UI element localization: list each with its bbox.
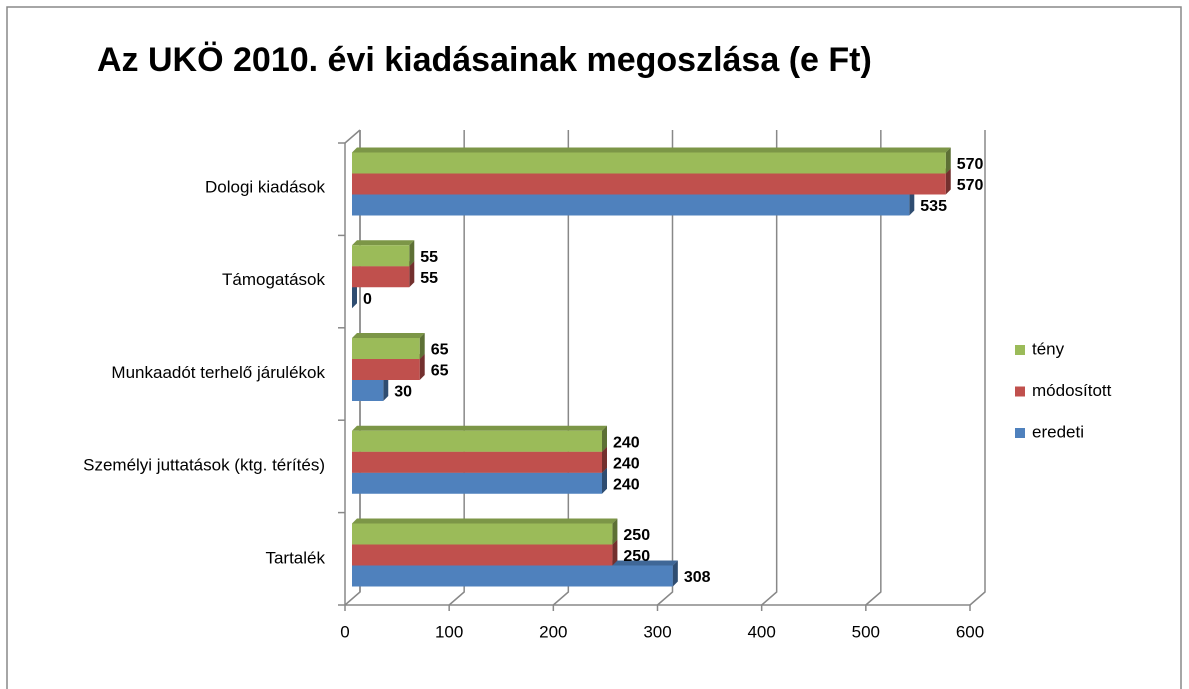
bar-side (672, 560, 678, 587)
y-tick-label: Dologi kiadások (205, 177, 326, 196)
bar (352, 359, 420, 380)
legend-label: módosított (1032, 381, 1112, 400)
x-tick-label: 100 (435, 622, 463, 641)
bar-side (945, 147, 951, 174)
bar-top (352, 425, 607, 431)
y-tick-label: Tartalék (265, 548, 325, 567)
bar (352, 544, 613, 566)
y-tick-label: Személyi juttatások (ktg. térítés) (83, 456, 325, 475)
legend-swatch (1015, 386, 1025, 397)
bar-side (383, 375, 389, 401)
bar-top (352, 518, 618, 524)
bar (352, 173, 946, 195)
data-label: 0 (363, 291, 372, 308)
data-label: 535 (920, 198, 947, 215)
axis-line (344, 129, 361, 144)
data-label: 55 (420, 270, 438, 287)
bar-side (602, 425, 607, 452)
grid-line (969, 130, 986, 606)
legend-label: eredeti (1032, 422, 1084, 441)
bar-side (602, 446, 607, 473)
data-label: 55 (420, 249, 438, 266)
bar (352, 430, 602, 452)
x-tick-label: 0 (340, 622, 349, 641)
bar (352, 472, 602, 494)
bar-side (909, 189, 915, 216)
x-tick-label: 200 (539, 622, 567, 641)
data-label: 250 (623, 527, 650, 544)
data-label: 30 (394, 384, 412, 401)
grid-line (657, 130, 674, 606)
bar-top (352, 240, 415, 246)
y-tick-label: Munkaadót terhelő járulékok (111, 363, 325, 382)
bar-side (352, 282, 357, 309)
data-label: 240 (613, 455, 640, 472)
bar (352, 152, 946, 174)
bar (352, 523, 613, 545)
y-tick-label: Támogatások (222, 270, 325, 289)
chart-title: Az UKÖ 2010. évi kiadásainak megoszlása … (97, 41, 872, 79)
chart-frame (6, 6, 1182, 689)
bar-side (612, 539, 618, 566)
bar (352, 380, 384, 401)
bar (352, 451, 602, 473)
data-label: 65 (431, 363, 449, 380)
grid-line (865, 130, 882, 606)
x-tick-label: 300 (643, 622, 671, 641)
data-label: 308 (684, 569, 711, 586)
bar-side (612, 518, 618, 545)
bar-side (409, 240, 415, 267)
data-label: 570 (957, 156, 984, 173)
grid-line (761, 130, 778, 606)
bar (352, 194, 910, 216)
legend-swatch (1015, 345, 1025, 355)
x-tick-label: 600 (956, 622, 984, 641)
legend-label: tény (1032, 339, 1065, 358)
bar-side (945, 168, 951, 195)
bar-side (419, 354, 425, 380)
bar (352, 266, 410, 288)
bar (352, 338, 420, 359)
data-label: 65 (431, 342, 449, 359)
grid-line (552, 130, 570, 606)
data-label: 240 (613, 476, 640, 493)
bar-top (352, 333, 425, 338)
data-label: 240 (613, 434, 640, 451)
bar-side (602, 467, 607, 494)
bar-side (409, 261, 415, 288)
x-tick-label: 500 (852, 622, 880, 641)
bar-top (352, 147, 951, 153)
data-label: 570 (957, 177, 984, 194)
legend-swatch (1015, 428, 1025, 438)
grid-line (448, 130, 465, 606)
x-tick-label: 400 (747, 622, 775, 641)
bar (352, 245, 410, 267)
bar (352, 565, 673, 587)
bar-side (419, 333, 425, 359)
data-label: 250 (623, 548, 650, 565)
